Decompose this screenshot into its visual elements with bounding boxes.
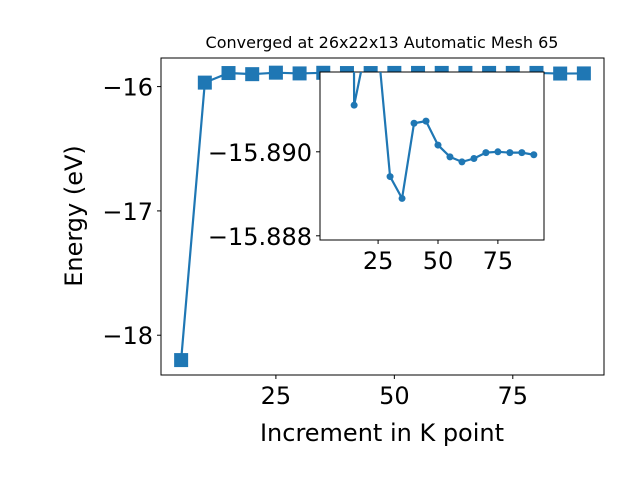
y-tick-label: −16 [102, 74, 153, 102]
chart-title: Converged at 26x22x13 Automatic Mesh 65 [206, 33, 559, 52]
marker [268, 65, 283, 80]
marker [410, 119, 418, 127]
series [350, 72, 538, 202]
marker [350, 101, 358, 109]
y-axis-label: Energy (eV) [60, 145, 88, 287]
plot-area [319, 71, 545, 241]
y-tick-label: −15.888 [208, 223, 312, 251]
marker [518, 149, 526, 157]
marker [506, 149, 514, 157]
marker [482, 149, 490, 157]
marker [576, 66, 591, 81]
x-tick-label: 50 [423, 247, 454, 275]
y-tick-label: −17 [102, 198, 153, 226]
x-tick-label: 25 [363, 247, 394, 275]
marker [221, 66, 236, 81]
marker [434, 141, 442, 149]
marker [386, 173, 394, 181]
marker [458, 158, 466, 166]
x-tick-label: 75 [483, 247, 514, 275]
marker [494, 148, 502, 156]
y-tick-label: −18 [102, 322, 153, 350]
marker [245, 67, 260, 82]
x-tick-label: 25 [261, 382, 292, 410]
x-tick-label: 75 [498, 382, 529, 410]
marker [292, 66, 307, 81]
marker [197, 75, 212, 90]
marker [398, 194, 406, 202]
marker [530, 151, 538, 159]
x-tick-label: 50 [379, 382, 410, 410]
marker [470, 155, 478, 163]
marker [553, 66, 568, 81]
marker [446, 153, 454, 161]
x-axis-label: Increment in K point [260, 419, 504, 447]
marker [422, 117, 430, 125]
y-tick-label: −15.890 [208, 139, 312, 167]
marker [174, 353, 189, 368]
